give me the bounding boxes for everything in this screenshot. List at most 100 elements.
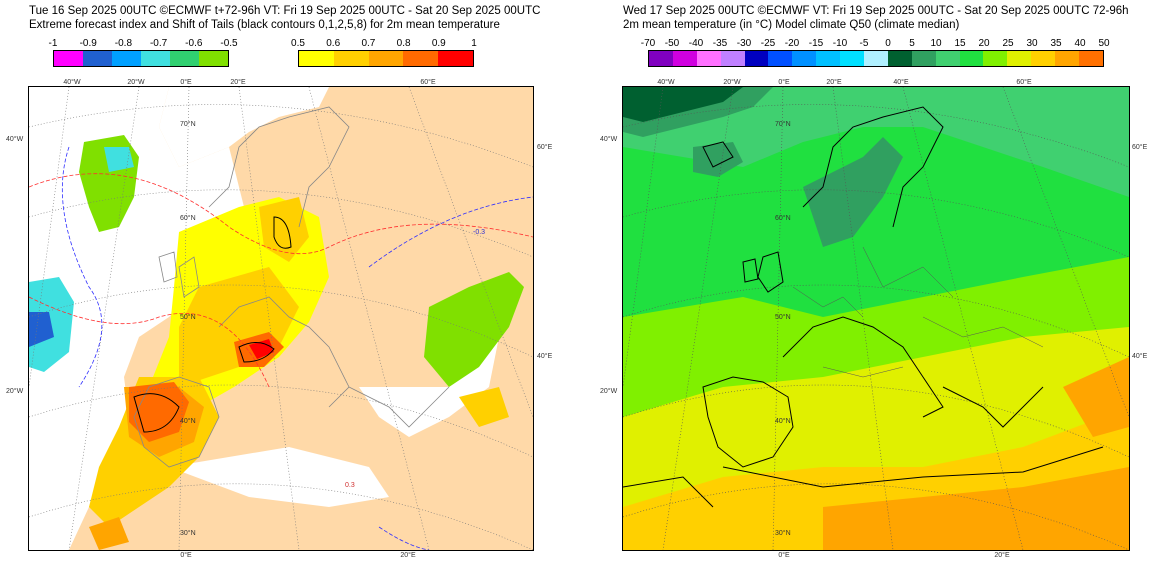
left-lon-label-top-4: 60°E: [420, 79, 436, 86]
left-positive-scale-labels: 0.5 0.6 0.7 0.8 0.9 1: [291, 38, 477, 50]
left-title-line1: Tue 16 Sep 2025 00UTC ©ECMWF t+72-96h VT…: [29, 5, 541, 17]
left-lon-label-bottom-0: 0°E: [180, 552, 192, 559]
left-inner-lat-70: 70°N: [180, 121, 196, 128]
scale-tick-label: -10: [832, 38, 848, 49]
color-segment: [816, 51, 841, 66]
color-segment: [141, 51, 170, 66]
color-segment: [1055, 51, 1080, 66]
scale-tick-label: 0: [885, 38, 891, 49]
scale-tick-label: 15: [954, 38, 966, 49]
color-segment: [112, 51, 141, 66]
right-inner-lat-40: 40°N: [775, 418, 791, 425]
right-lon-label-top-3: 20°E: [826, 79, 842, 86]
scale-tick-label: -0.5: [220, 38, 238, 49]
right-inner-lat-50: 50°N: [775, 314, 791, 321]
scale-tick-label: 0.9: [431, 38, 446, 49]
color-segment: [864, 51, 888, 66]
left-inner-lat-40: 40°N: [180, 418, 196, 425]
color-segment: [170, 51, 199, 66]
tail-shift-contour-iberia: [133, 393, 180, 433]
right-lon-label-bottom-1: 20°E: [994, 552, 1010, 559]
color-segment: [199, 51, 228, 66]
left-lat-label-left-0: 40°W: [6, 136, 24, 143]
coastlines: [133, 106, 450, 468]
scale-tick-label: 35: [1050, 38, 1062, 49]
right-lat-label-right-0: 60°E: [1132, 144, 1148, 151]
left-title-line2: Extreme forecast index and Shift of Tail…: [29, 19, 500, 31]
left-lat-label-left-1: 20°W: [6, 388, 24, 395]
color-segment: [649, 51, 673, 66]
right-lon-label-top-0: 40°W: [657, 79, 675, 86]
color-segment: [83, 51, 112, 66]
scandinavia-cool: [803, 137, 903, 247]
scale-tick-label: 1: [471, 38, 477, 49]
color-segment: [1079, 51, 1103, 66]
scale-tick-label: -1: [48, 38, 58, 49]
left-lon-label-top-3: 20°E: [230, 79, 246, 86]
color-segment: [911, 51, 936, 66]
scale-tick-label: 40: [1074, 38, 1086, 49]
scale-tick-label: 25: [1002, 38, 1014, 49]
right-lon-label-bottom-0: 0°E: [778, 552, 790, 559]
arctic-10-15: [623, 87, 1129, 197]
scale-tick-label: 10: [930, 38, 942, 49]
scale-tick-label: 30: [1026, 38, 1038, 49]
scale-tick-label: -25: [760, 38, 776, 49]
scale-tick-label: -30: [736, 38, 752, 49]
scale-tick-label: -20: [784, 38, 800, 49]
color-segment: [887, 51, 912, 66]
scale-tick-label: -15: [808, 38, 824, 49]
color-segment: [935, 51, 960, 66]
left-contour-label-neg: -0.3: [473, 229, 486, 236]
color-segment: [299, 51, 334, 66]
right-lon-label-top-4: 40°E: [893, 79, 909, 86]
contour-pos: [29, 173, 533, 255]
color-segment: [840, 51, 865, 66]
scale-tick-label: -5: [859, 38, 869, 49]
color-segment: [368, 51, 404, 66]
right-lon-label-top-2: 0°E: [778, 79, 790, 86]
color-segment: [768, 51, 793, 66]
band-35-40: [823, 467, 1129, 550]
left-positive-colorbar: [298, 50, 474, 67]
atlantic-white-area: [29, 87, 244, 550]
scale-tick-label: -40: [688, 38, 704, 49]
left-inner-lat-60: 60°N: [180, 215, 196, 222]
color-segment: [959, 51, 984, 66]
left-lon-label-top-2: 0°E: [180, 79, 192, 86]
color-segment: [333, 51, 369, 66]
left-lon-label-top-0: 40°W: [63, 79, 81, 86]
left-negative-colorbar: [53, 50, 229, 67]
color-segment: [403, 51, 439, 66]
left-efi-map: [28, 86, 534, 551]
scale-tick-label: -0.8: [114, 38, 133, 49]
right-lon-label-top-5: 60°E: [1016, 79, 1032, 86]
left-inner-lat-30: 30°N: [180, 530, 196, 537]
scale-tick-label: -0.7: [149, 38, 168, 49]
graticule: [29, 87, 533, 550]
left-lat-label-right-0: 60°E: [537, 144, 553, 151]
scale-tick-label: -50: [664, 38, 680, 49]
scale-tick-label: 0.7: [361, 38, 376, 49]
color-segment: [1031, 51, 1056, 66]
color-segment: [438, 51, 473, 66]
color-segment: [792, 51, 817, 66]
right-scale-labels: -70 -50 -40 -35 -30 -25 -20 -15 -10 -5 0 5 10 15 20 25 3…: [641, 38, 1110, 50]
coastlines: [623, 106, 1104, 508]
left-contour-label-pos: 0.3: [345, 482, 355, 489]
color-segment: [696, 51, 721, 66]
right-inner-lat-70: 70°N: [775, 121, 791, 128]
left-lon-label-top-1: 20°W: [127, 79, 145, 86]
right-title-line2: 2m mean temperature (in °C) Model climat…: [623, 19, 960, 31]
scale-tick-label: 20: [978, 38, 990, 49]
scale-tick-label: 5: [909, 38, 915, 49]
right-temperature-map: [622, 86, 1130, 551]
scale-tick-label: 50: [1098, 38, 1110, 49]
color-segment: [54, 51, 83, 66]
scale-tick-label: -35: [712, 38, 728, 49]
color-segment: [720, 51, 745, 66]
left-lat-label-right-1: 40°E: [537, 353, 553, 360]
scale-tick-label: -0.9: [79, 38, 97, 49]
right-inner-lat-60: 60°N: [775, 215, 791, 222]
left-negative-scale-labels: -1 -0.9 -0.8 -0.7 -0.6 -0.5: [49, 38, 238, 50]
